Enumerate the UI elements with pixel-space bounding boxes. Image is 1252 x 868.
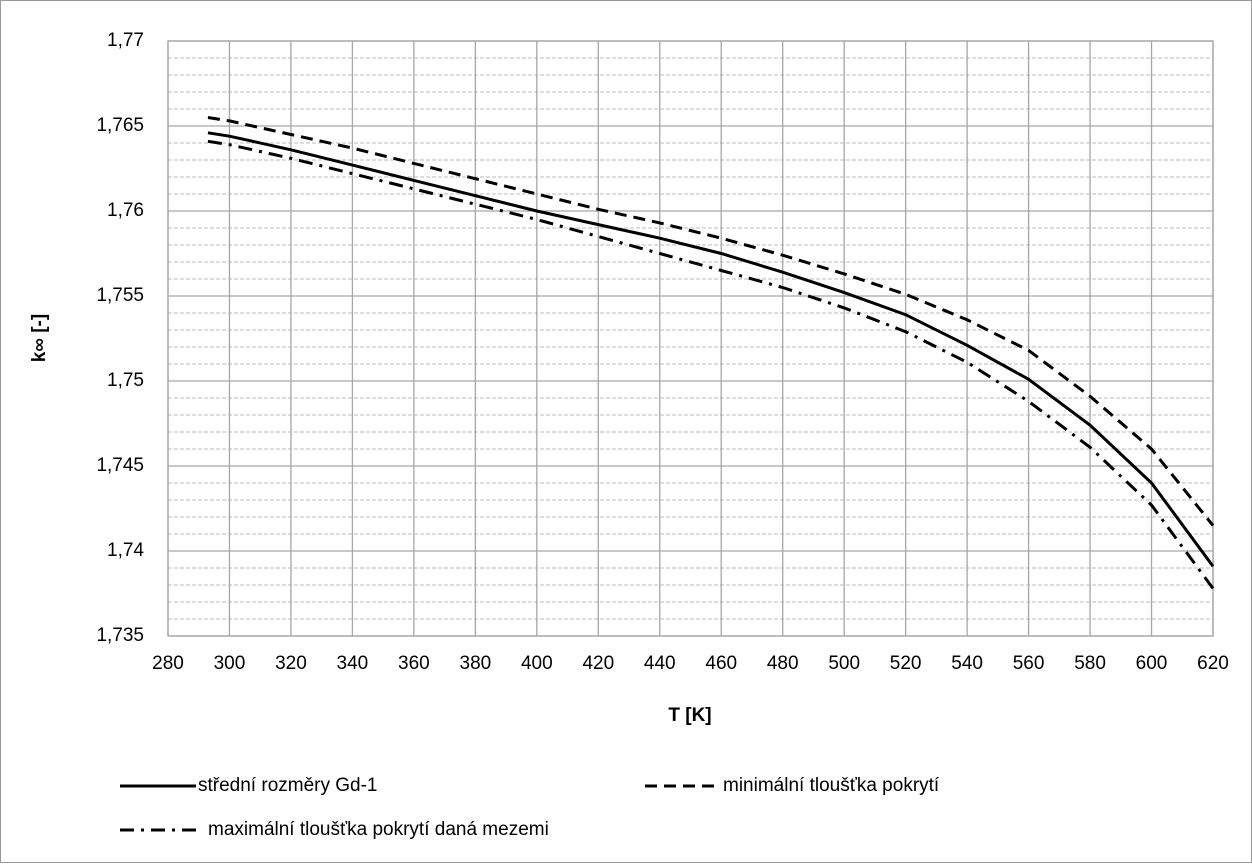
plot-border — [167, 40, 1214, 637]
y-tick-label: 1,755 — [96, 285, 144, 306]
x-tick-label: 320 — [275, 653, 307, 674]
y-tick-label: 1,76 — [107, 200, 144, 221]
x-tick-label: 440 — [644, 653, 676, 674]
y-axis-title: k∞ [-] — [29, 314, 50, 362]
legend-label: maximální tloušťka pokrytí daná mezemi — [208, 819, 549, 840]
series-line — [207, 139, 1215, 590]
x-tick-label: 400 — [521, 653, 553, 674]
y-tick-label: 1,765 — [96, 115, 144, 136]
x-tick-label: 480 — [767, 653, 799, 674]
y-tick-label: 1,735 — [96, 625, 144, 646]
x-tick-label: 300 — [214, 653, 246, 674]
x-tick-label: 460 — [705, 653, 737, 674]
y-tick-label: 1,75 — [107, 370, 144, 391]
series-line — [207, 131, 1215, 568]
x-tick-label: 340 — [337, 653, 369, 674]
x-tick-label: 560 — [1013, 653, 1045, 674]
legend-label: minimální tloušťka pokrytí — [723, 775, 940, 796]
plot-lines — [207, 116, 1215, 590]
x-axis-title: T [K] — [668, 705, 711, 726]
series-line — [207, 116, 1215, 527]
x-tick-label: 520 — [890, 653, 922, 674]
x-tick-label: 600 — [1136, 653, 1168, 674]
x-tick-label: 580 — [1074, 653, 1106, 674]
y-tick-label: 1,74 — [107, 540, 144, 561]
legend-label: střední rozměry Gd-1 — [198, 775, 378, 796]
x-tick-label: 360 — [398, 653, 430, 674]
x-tick-label: 420 — [582, 653, 614, 674]
x-tick-label: 620 — [1197, 653, 1229, 674]
x-tick-label: 380 — [460, 653, 492, 674]
x-tick-label: 280 — [152, 653, 184, 674]
y-tick-label: 1,745 — [96, 455, 144, 476]
x-tick-label: 540 — [951, 653, 983, 674]
x-tick-label: 500 — [828, 653, 860, 674]
y-tick-label: 1,77 — [107, 30, 144, 51]
